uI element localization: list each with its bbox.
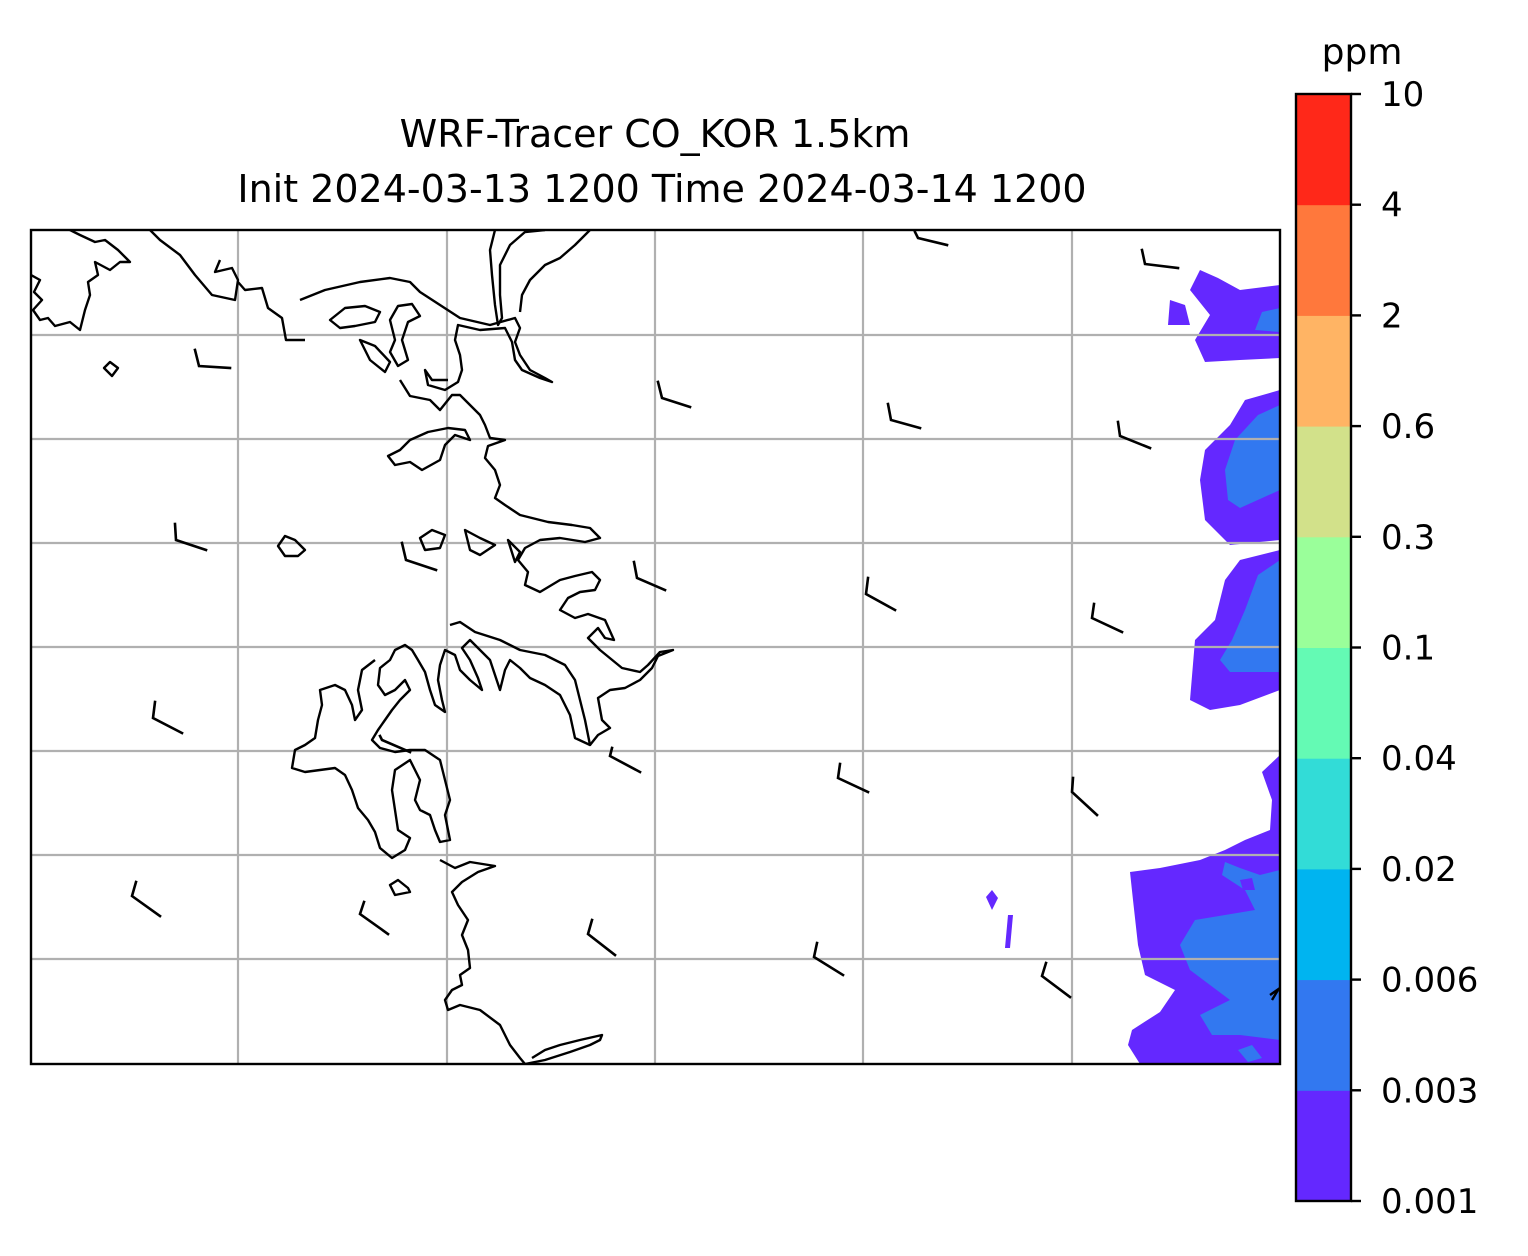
- coastline: [488, 230, 546, 327]
- colorbar-segment: [1296, 1090, 1351, 1202]
- wind-barb: [656, 380, 692, 409]
- wind-barb: [836, 762, 870, 794]
- wind-barb: [586, 918, 617, 957]
- colorbar-segment: [1296, 426, 1351, 538]
- wind-barb: [913, 230, 949, 247]
- coastline: [418, 528, 447, 552]
- colorbar-tick-label: 0.003: [1381, 1071, 1478, 1111]
- coastline: [398, 379, 675, 746]
- colorbar-segment: [1296, 204, 1351, 316]
- colorbar-tick-label: 0.02: [1381, 850, 1457, 890]
- tracer-contour-low: [1225, 405, 1280, 508]
- wind-barb: [193, 348, 232, 370]
- coastline: [358, 338, 392, 374]
- tracer-contour-low: [1220, 560, 1280, 672]
- wind-barb: [1040, 961, 1072, 999]
- colorbar-segment: [1296, 315, 1351, 427]
- tracer-contour-low: [1255, 308, 1280, 332]
- coastline: [102, 360, 120, 378]
- colorbar-tick-label: 0.1: [1381, 629, 1435, 669]
- coastline: [518, 230, 591, 313]
- tracer-contour-low: [1238, 1045, 1262, 1062]
- wind-barb: [358, 900, 390, 936]
- colorbar-segments: [1296, 94, 1351, 1202]
- tracer-contour-low: [1180, 862, 1280, 1040]
- wind-barb: [1116, 420, 1152, 450]
- coastline: [1269, 987, 1280, 1001]
- tracer-contour-lowest: [1168, 300, 1190, 325]
- wind-barb: [130, 880, 162, 918]
- wind-barb: [378, 734, 412, 754]
- tracer-contour-lowest: [1005, 915, 1013, 948]
- coastline: [149, 230, 240, 302]
- coastline: [328, 304, 382, 330]
- colorbar-tick-label: 2: [1381, 296, 1403, 336]
- coastline: [506, 538, 522, 564]
- coastline: [237, 281, 305, 342]
- colorbar-tick-label: 10: [1381, 75, 1424, 115]
- wind-barb: [864, 576, 897, 612]
- coastline: [299, 276, 554, 392]
- map-frame: [29, 228, 1282, 1066]
- colorbar-segment: [1296, 94, 1351, 206]
- colorbar-segment: [1296, 868, 1351, 981]
- colorbar-tick-label: 0.001: [1381, 1182, 1478, 1222]
- figure-title-line1: WRF-Tracer CO_KOR 1.5km: [400, 112, 911, 156]
- wind-barb: [1140, 248, 1180, 270]
- wind-barb: [812, 941, 845, 977]
- colorbar-tick-label: 4: [1381, 186, 1403, 226]
- colorbar-unit-label: ppm: [1322, 32, 1403, 73]
- map-panel: [29, 228, 1282, 1066]
- wind-barb: [400, 541, 438, 572]
- coastline: [388, 302, 422, 368]
- coastline: [276, 534, 307, 558]
- coastline: [31, 230, 132, 332]
- coastlines: [31, 230, 1280, 1064]
- wind-barb: [151, 700, 184, 735]
- wind-barb: [608, 746, 642, 774]
- colorbar-tick-label: 0.3: [1381, 518, 1435, 558]
- figure-title-line2: Init 2024-03-13 1200 Time 2024-03-14 120…: [237, 167, 1086, 211]
- colorbar-tick-label: 0.006: [1381, 961, 1478, 1001]
- tracer-contour-lowest: [986, 890, 998, 910]
- wind-barb: [1070, 776, 1099, 817]
- wind-barb: [173, 522, 208, 552]
- coastline: [388, 878, 412, 897]
- colorbar-ticks: 0.001 0.003 0.006 0.02 0.04 0.1 0.3 0.6 2 4 10: [1351, 75, 1478, 1222]
- wind-barb: [632, 560, 667, 592]
- colorbar-segment: [1296, 758, 1351, 870]
- colorbar-segment: [1296, 536, 1351, 648]
- tracer-contour-lowest: [1190, 270, 1280, 362]
- tracer-concentration-fill: [986, 270, 1280, 1064]
- wind-barb: [886, 402, 922, 430]
- coastline: [439, 858, 604, 1064]
- map-gridlines: [31, 230, 1280, 1064]
- coastline: [290, 620, 592, 860]
- colorbar-segment: [1296, 647, 1351, 759]
- coastline: [463, 528, 497, 557]
- tracer-contour-low: [1240, 878, 1255, 890]
- wind-barb: [1090, 602, 1124, 634]
- colorbar: ppm 0.001 0.003 0.006 0.02 0.04 0.1 0.3 0.6 2 4 10: [1294, 32, 1478, 1222]
- coastline: [386, 426, 472, 472]
- colorbar-tick-label: 0.04: [1381, 739, 1457, 779]
- colorbar-tick-label: 0.6: [1381, 407, 1435, 447]
- wind-barbs: [130, 230, 1180, 999]
- colorbar-segment: [1296, 979, 1351, 1091]
